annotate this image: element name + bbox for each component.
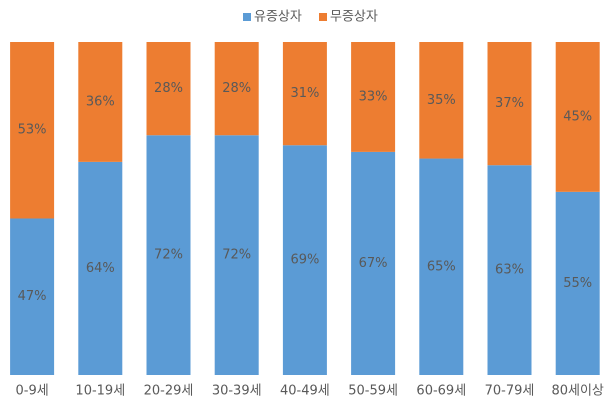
bar-segment bbox=[10, 42, 55, 219]
bar-segment bbox=[146, 42, 191, 136]
value-label: 72% bbox=[154, 248, 183, 263]
value-label: 72% bbox=[222, 248, 251, 263]
bar-segment bbox=[487, 42, 532, 166]
value-label: 69% bbox=[290, 253, 319, 268]
value-label: 33% bbox=[359, 89, 388, 104]
x-tick-label: 70-79세 bbox=[485, 384, 535, 399]
x-tick-label: 80세이상 bbox=[551, 384, 603, 399]
bar-segment bbox=[487, 165, 532, 375]
value-label: 36% bbox=[86, 94, 115, 109]
x-tick-label: 10-19세 bbox=[75, 384, 125, 399]
bar-segment bbox=[419, 42, 464, 159]
value-label: 45% bbox=[563, 109, 592, 124]
bar-segment bbox=[214, 42, 259, 136]
bar-segment bbox=[78, 161, 123, 375]
value-label: 53% bbox=[18, 123, 47, 138]
legend-swatch bbox=[243, 13, 251, 21]
value-label: 35% bbox=[427, 93, 456, 108]
bar-segment bbox=[555, 42, 600, 192]
value-label: 65% bbox=[427, 259, 456, 274]
value-label: 37% bbox=[495, 96, 524, 111]
legend-label: 무증상자 bbox=[330, 10, 378, 25]
value-label: 47% bbox=[18, 289, 47, 304]
x-tick-label: 0-9세 bbox=[15, 384, 48, 399]
value-label: 67% bbox=[359, 256, 388, 271]
bar-segment bbox=[10, 218, 55, 375]
value-label: 63% bbox=[495, 263, 524, 278]
bar-segment bbox=[555, 191, 600, 375]
legend-label: 유증상자 bbox=[254, 10, 302, 25]
x-tick-label: 40-49세 bbox=[280, 384, 330, 399]
x-tick-label: 20-29세 bbox=[144, 384, 194, 399]
bar-segment bbox=[78, 42, 123, 162]
value-label: 55% bbox=[563, 276, 592, 291]
bar-segment bbox=[351, 42, 396, 152]
value-label: 28% bbox=[222, 81, 251, 96]
x-tick-label: 50-59세 bbox=[348, 384, 398, 399]
x-tick-label: 60-69세 bbox=[416, 384, 466, 399]
value-label: 64% bbox=[86, 261, 115, 276]
bar-segment bbox=[282, 42, 327, 146]
value-label: 28% bbox=[154, 81, 183, 96]
value-label: 31% bbox=[290, 86, 319, 101]
bar-segment bbox=[146, 135, 191, 375]
bar-segment bbox=[351, 151, 396, 375]
legend-swatch bbox=[319, 13, 327, 21]
bar-segment bbox=[419, 158, 464, 375]
bar-segment bbox=[282, 145, 327, 375]
x-tick-label: 30-39세 bbox=[212, 384, 262, 399]
bar-segment bbox=[214, 135, 259, 375]
